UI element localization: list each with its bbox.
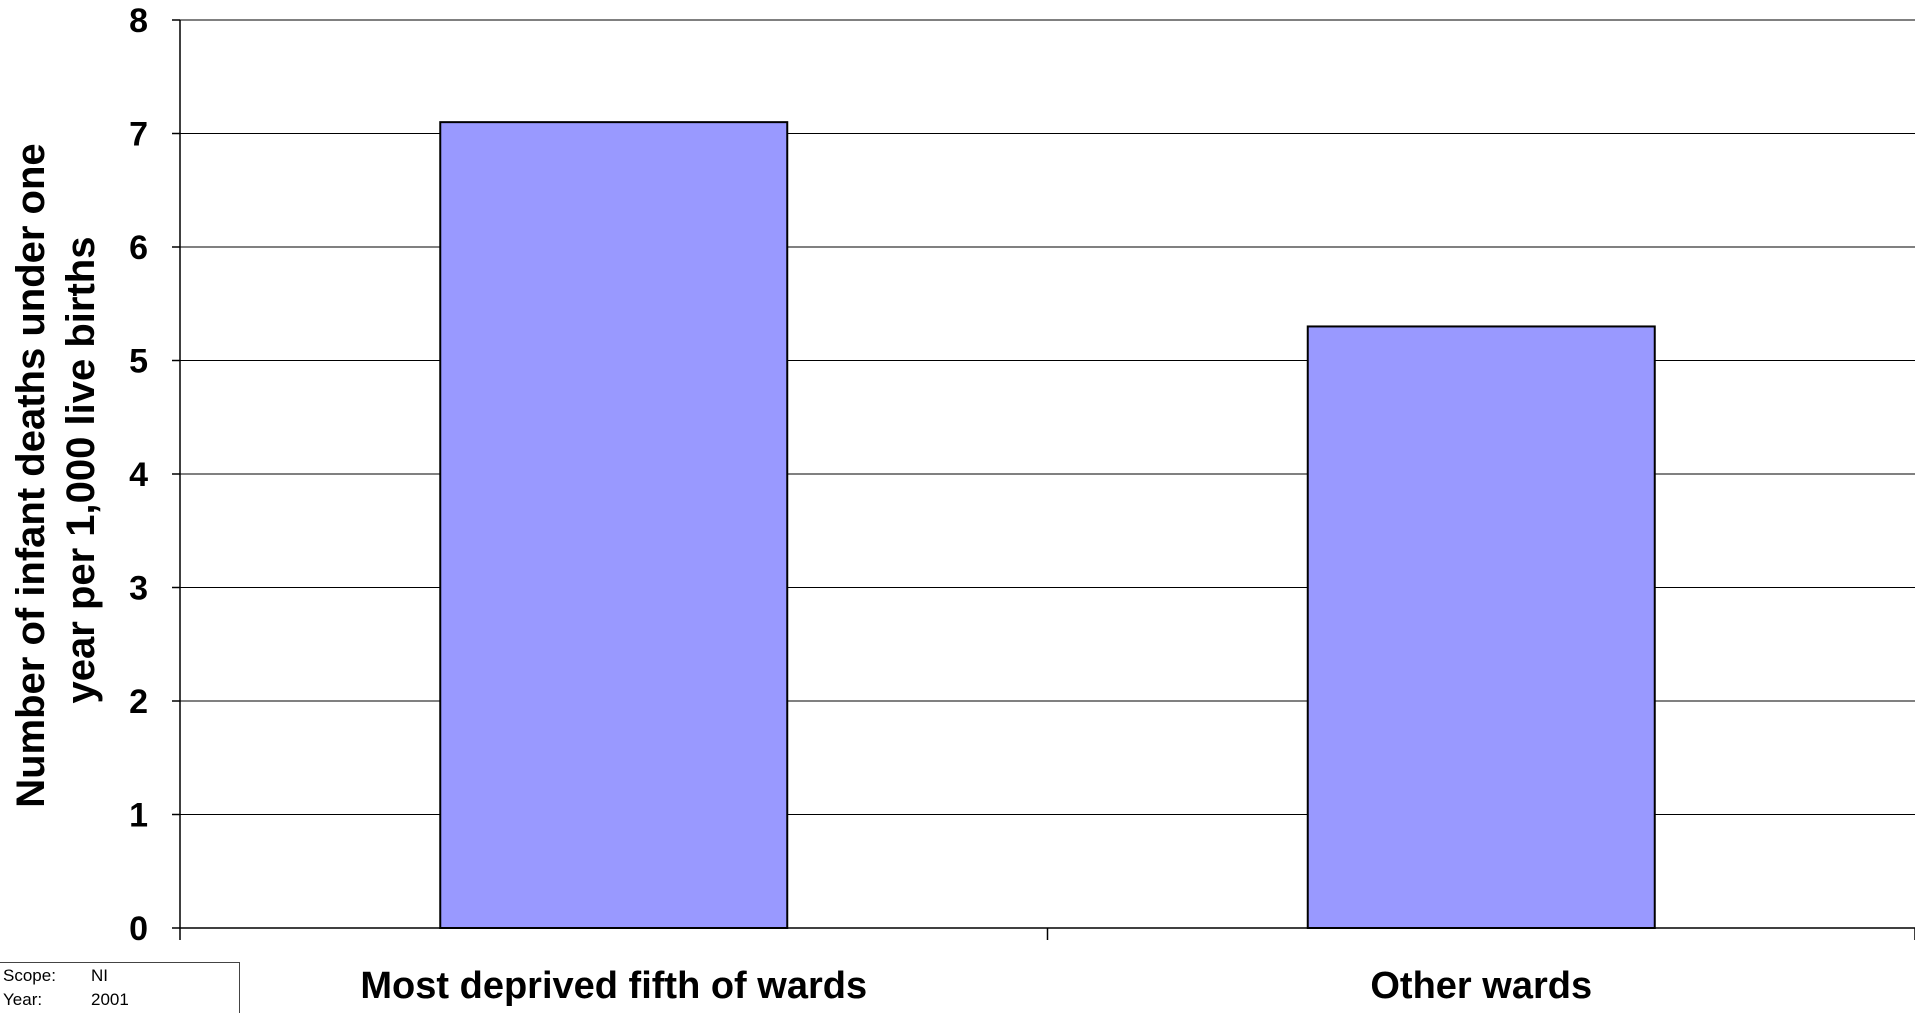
y-axis-title-line-1: Number of infant deaths under one [9, 143, 53, 807]
info-box: Scope: NI Year: 2001 [0, 962, 240, 1013]
y-tick-label: 3 [129, 570, 148, 608]
scope-row: Scope: NI [3, 966, 108, 986]
x-category-label: Most deprived fifth of wards [360, 965, 867, 1007]
year-row: Year: 2001 [3, 990, 129, 1010]
y-tick-label: 4 [129, 456, 148, 494]
y-tick-label: 1 [129, 797, 148, 835]
scope-value: NI [91, 966, 108, 985]
y-tick-label: 8 [129, 2, 148, 40]
bar [1306, 325, 1656, 929]
year-value: 2001 [91, 990, 129, 1009]
y-tick-label: 7 [129, 116, 148, 154]
year-label: Year: [3, 990, 43, 1009]
y-tick-label: 0 [129, 910, 148, 948]
x-ticks: Most deprived fifth of wards Other wards [179, 928, 1915, 1007]
y-ticks: 0 1 2 3 4 5 6 7 8 [129, 2, 180, 948]
y-axis-title: Number of infant deaths under one year p… [9, 132, 103, 808]
bars [439, 121, 1656, 929]
y-tick-label: 6 [129, 229, 148, 267]
y-axis-title-line-2: year per 1,000 live births [59, 237, 103, 704]
y-tick-label: 2 [129, 683, 148, 721]
scope-label: Scope: [3, 966, 56, 985]
bar [439, 121, 789, 929]
x-category-label: Other wards [1370, 965, 1592, 1007]
y-tick-label: 5 [129, 343, 148, 381]
